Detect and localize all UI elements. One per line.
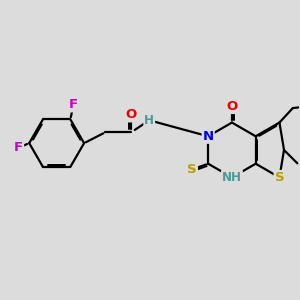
Text: N: N bbox=[202, 130, 214, 143]
Text: F: F bbox=[69, 98, 78, 111]
Text: H: H bbox=[144, 114, 154, 127]
Text: F: F bbox=[14, 141, 23, 154]
Text: NH: NH bbox=[222, 171, 242, 184]
Text: O: O bbox=[125, 108, 136, 122]
Text: O: O bbox=[226, 100, 238, 113]
Text: S: S bbox=[187, 163, 197, 176]
Text: S: S bbox=[274, 171, 284, 184]
